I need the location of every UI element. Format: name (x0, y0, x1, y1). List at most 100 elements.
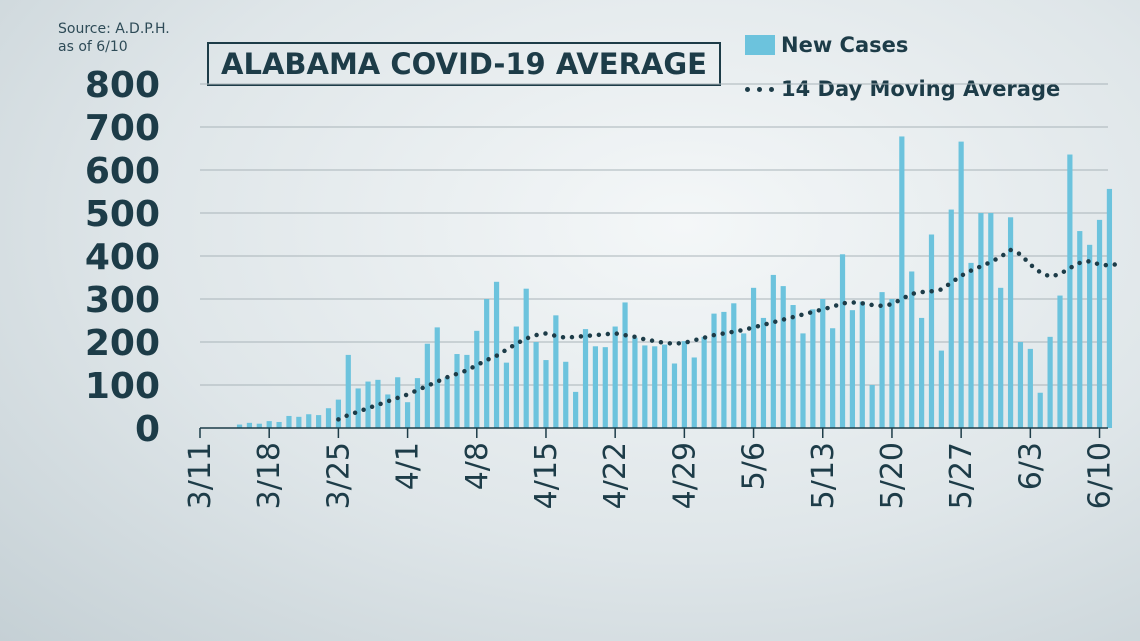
x-tick-label: 5/13 (806, 442, 841, 509)
bar (671, 363, 678, 428)
bar (375, 379, 381, 428)
legend-dots-swatch (745, 79, 775, 99)
bar (276, 421, 282, 428)
bar (523, 288, 529, 428)
bar (533, 342, 539, 428)
moving-average-line (336, 247, 1122, 422)
moving-average-series (336, 247, 1122, 422)
bar (444, 377, 450, 428)
bar (741, 333, 747, 428)
bar (325, 408, 332, 428)
bar (869, 385, 875, 428)
bar (474, 330, 480, 428)
bar (266, 421, 272, 428)
bar (830, 328, 836, 428)
bar (1087, 244, 1093, 428)
bar (928, 234, 935, 428)
bar (563, 361, 569, 428)
bar (859, 301, 865, 428)
bar (513, 326, 519, 428)
bar (790, 305, 796, 428)
x-tick-label: 5/27 (944, 442, 979, 509)
bar (414, 378, 421, 428)
x-tick-label: 4/15 (529, 442, 564, 509)
x-axis-ticks: 3/11 3/18 3/25 4/1 4/8 4/15 4/22 4/29 5/6 5/13 5/2… (183, 442, 1118, 509)
legend-moving-average: 14 Day Moving Average (745, 77, 1060, 101)
x-axis (199, 427, 1108, 438)
bar (582, 329, 589, 428)
bar (839, 254, 846, 428)
grid-lines (200, 83, 1108, 386)
bar (1096, 219, 1103, 428)
bar (691, 357, 697, 428)
bar (434, 327, 440, 428)
bar (701, 336, 707, 428)
bar (780, 286, 786, 428)
bar (503, 362, 510, 428)
bar (236, 424, 243, 428)
x-tick-label: 4/8 (460, 442, 495, 490)
x-tick-label: 6/10 (1083, 442, 1118, 509)
bar (454, 354, 460, 428)
x-tick-label: 3/18 (252, 442, 287, 509)
bar (484, 299, 490, 428)
bar (909, 271, 915, 428)
bar (296, 416, 302, 428)
bar (632, 337, 638, 428)
bar (879, 292, 885, 428)
bar (652, 346, 658, 428)
legend-bar-swatch (745, 35, 775, 55)
bar (286, 415, 292, 428)
x-tick-label: 4/1 (391, 442, 426, 490)
x-tick-label: 4/22 (598, 442, 633, 509)
bar (424, 343, 430, 428)
bar (889, 299, 895, 428)
bar (760, 317, 767, 428)
bar (464, 354, 470, 428)
bar (978, 213, 984, 428)
x-tick-label: 3/25 (321, 442, 356, 509)
bar (592, 346, 598, 428)
y-tick-label: 400 (85, 237, 160, 278)
bar (306, 414, 312, 428)
source-line: Source: A.D.P.H. (58, 21, 170, 37)
x-tick-label: 4/29 (667, 442, 702, 509)
y-tick-label: 500 (85, 194, 160, 235)
bars-series (236, 136, 1113, 428)
bar (1007, 217, 1014, 428)
bar (365, 381, 371, 428)
bar (919, 317, 925, 428)
source-note: Source: A.D.P.H. as of 6/10 (58, 20, 170, 56)
bar (573, 391, 579, 428)
y-tick-label: 800 (85, 65, 160, 106)
bar (612, 326, 618, 428)
bar (1067, 154, 1073, 428)
bar (335, 399, 341, 428)
x-tick-label: 5/6 (737, 442, 772, 490)
bar (711, 313, 717, 428)
y-tick-label: 600 (85, 151, 160, 192)
bar (849, 310, 856, 428)
bar (385, 394, 391, 428)
y-tick-label: 700 (85, 108, 160, 149)
bar (1047, 336, 1053, 428)
bar (316, 415, 322, 428)
bar (800, 333, 806, 428)
bar (938, 350, 944, 428)
bar (899, 136, 905, 428)
bar (1037, 392, 1043, 428)
bar (642, 345, 648, 428)
bar (1077, 231, 1083, 428)
bar (395, 377, 401, 428)
bar (345, 354, 351, 428)
bar (721, 311, 727, 428)
as-of-line: as of 6/10 (58, 39, 128, 55)
bar (661, 344, 668, 428)
bar (543, 360, 549, 428)
bar (1027, 348, 1033, 428)
bar (246, 422, 253, 428)
bar (681, 341, 687, 428)
bar (968, 262, 974, 428)
bar (1106, 188, 1113, 428)
bar (731, 303, 737, 428)
